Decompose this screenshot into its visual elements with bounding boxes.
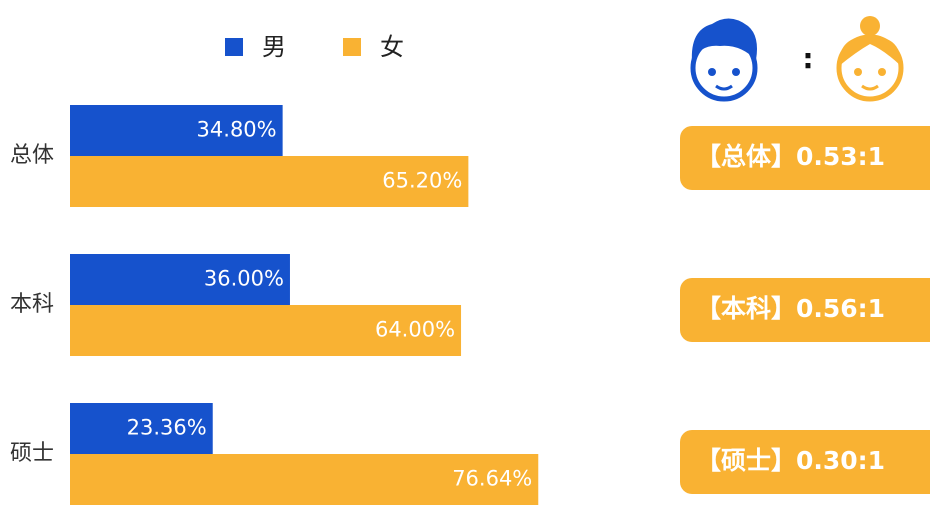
girl-icon xyxy=(836,16,904,102)
bar xyxy=(70,403,213,454)
ratio-separator: : xyxy=(802,42,813,75)
legend-label: 男 xyxy=(262,33,286,61)
legend-swatch xyxy=(343,38,361,56)
ratio-badge xyxy=(680,430,930,494)
value-label: 23.36% xyxy=(127,416,207,440)
category-label: 总体 xyxy=(10,143,54,168)
category-label: 本科 xyxy=(10,292,54,317)
bar xyxy=(70,454,539,505)
bar xyxy=(70,254,290,305)
bar xyxy=(70,105,283,156)
value-label: 36.00% xyxy=(204,267,284,291)
category-label: 硕士 xyxy=(10,441,54,466)
ratio-badge xyxy=(680,278,930,342)
ratio-text: 【硕士】0.30:1 xyxy=(696,446,885,475)
value-label: 34.80% xyxy=(197,118,277,142)
value-label: 65.20% xyxy=(382,169,462,193)
value-label: 76.64% xyxy=(452,467,532,491)
ratio-text: 【总体】0.53:1 xyxy=(696,142,885,171)
ratio-badge xyxy=(680,126,930,190)
bar xyxy=(70,156,469,207)
ratio-text: 【本科】0.56:1 xyxy=(696,294,885,323)
boy-icon xyxy=(690,18,758,102)
legend-swatch xyxy=(225,38,243,56)
legend-label: 女 xyxy=(380,33,404,61)
value-label: 64.00% xyxy=(375,318,455,342)
bar xyxy=(70,305,462,356)
